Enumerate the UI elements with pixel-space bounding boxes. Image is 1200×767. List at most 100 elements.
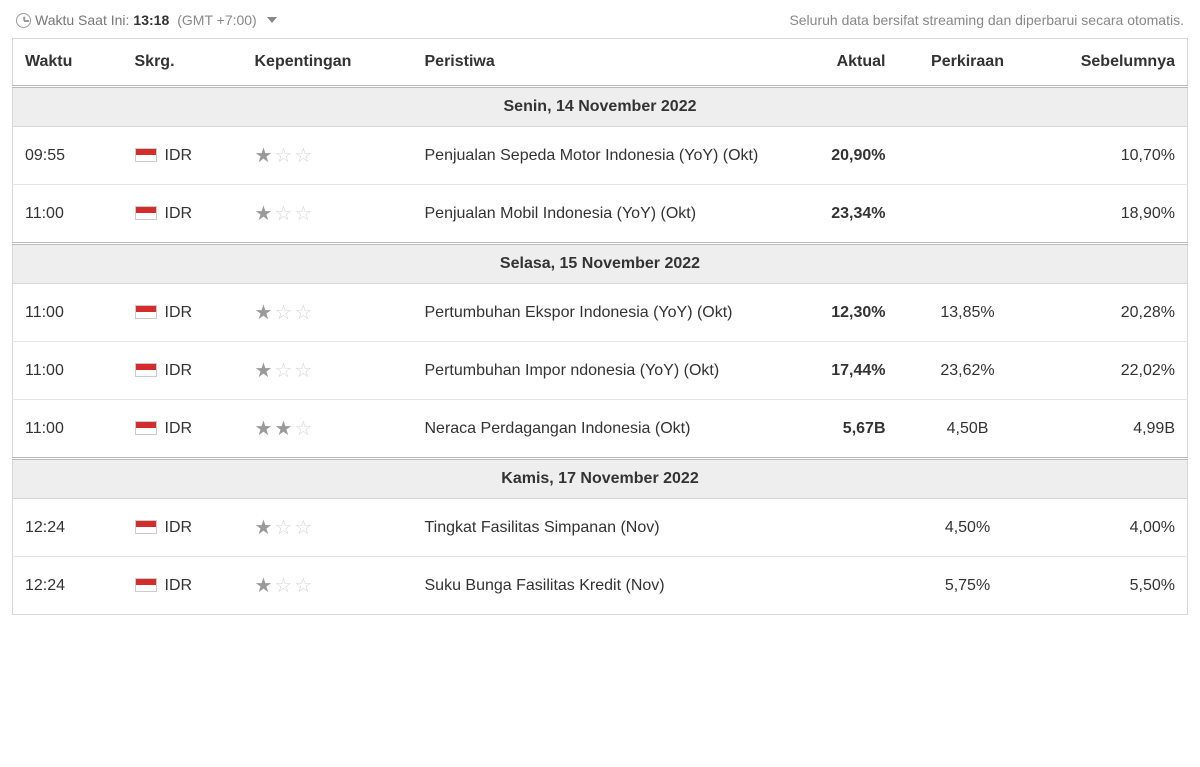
timezone-label: (GMT +7:00) xyxy=(177,12,257,28)
event-row[interactable]: 09:55 IDR ★☆☆Penjualan Sepeda Motor Indone… xyxy=(13,127,1188,185)
cell-actual: 23,34% xyxy=(778,185,898,244)
cell-forecast: 5,75% xyxy=(898,557,1038,615)
cell-time: 09:55 xyxy=(13,127,123,185)
cell-importance: ★☆☆ xyxy=(243,127,413,185)
clock-icon xyxy=(16,13,31,28)
col-header-currency[interactable]: Skrg. xyxy=(123,39,243,87)
time-label: Waktu Saat Ini: xyxy=(35,12,129,28)
cell-forecast: 13,85% xyxy=(898,284,1038,342)
flag-id-icon xyxy=(135,148,157,162)
cell-importance: ★☆☆ xyxy=(243,185,413,244)
event-row[interactable]: 12:24IDR★☆☆Suku Bunga Fasilitas Kredit (… xyxy=(13,557,1188,615)
cell-previous: 18,90% xyxy=(1038,185,1188,244)
cell-previous: 20,28% xyxy=(1038,284,1188,342)
currency-code: IDR xyxy=(165,519,193,536)
cell-time: 12:24 xyxy=(13,499,123,557)
star-icon: ★ xyxy=(255,302,275,324)
cell-currency: IDR xyxy=(123,557,243,615)
star-icon: ★ xyxy=(255,145,275,167)
cell-event[interactable]: Penjualan Mobil Indonesia (YoY) (Okt) xyxy=(413,185,778,244)
star-icon: ☆ xyxy=(294,203,314,225)
cell-currency: IDR xyxy=(123,499,243,557)
event-row[interactable]: 12:24IDR★☆☆Tingkat Fasilitas Simpanan (N… xyxy=(13,499,1188,557)
cell-actual xyxy=(778,557,898,615)
cell-currency: IDR xyxy=(123,342,243,400)
col-header-time[interactable]: Waktu xyxy=(13,39,123,87)
cell-previous: 5,50% xyxy=(1038,557,1188,615)
cell-time: 12:24 xyxy=(13,557,123,615)
day-header-label: Kamis, 17 November 2022 xyxy=(13,459,1188,499)
cell-currency: IDR xyxy=(123,185,243,244)
cell-event[interactable]: Neraca Perdagangan Indonesia (Okt) xyxy=(413,400,778,459)
star-icon: ★ xyxy=(255,360,275,382)
cell-previous: 22,02% xyxy=(1038,342,1188,400)
star-icon: ☆ xyxy=(274,575,294,597)
cell-time: 11:00 xyxy=(13,342,123,400)
col-header-actual[interactable]: Aktual xyxy=(778,39,898,87)
cell-previous: 10,70% xyxy=(1038,127,1188,185)
currency-code: IDR xyxy=(165,420,193,437)
day-header-label: Senin, 14 November 2022 xyxy=(13,87,1188,127)
star-icon: ☆ xyxy=(294,575,314,597)
cell-event[interactable]: Pertumbuhan Ekspor Indonesia (YoY) (Okt) xyxy=(413,284,778,342)
cell-event[interactable]: Suku Bunga Fasilitas Kredit (Nov) xyxy=(413,557,778,615)
star-icon: ★ xyxy=(274,418,294,440)
star-icon: ★ xyxy=(255,575,275,597)
col-header-event[interactable]: Peristiwa xyxy=(413,39,778,87)
cell-previous: 4,00% xyxy=(1038,499,1188,557)
cell-time: 11:00 xyxy=(13,400,123,459)
cell-actual: 17,44% xyxy=(778,342,898,400)
flag-id-icon xyxy=(135,421,157,435)
event-row[interactable]: 11:00IDR★☆☆Penjualan Mobil Indonesia (Yo… xyxy=(13,185,1188,244)
top-bar: Waktu Saat Ini: 13:18 (GMT +7:00) Seluru… xyxy=(12,12,1188,28)
cell-time: 11:00 xyxy=(13,284,123,342)
cell-actual xyxy=(778,499,898,557)
cell-actual: 12,30% xyxy=(778,284,898,342)
time-value: 13:18 xyxy=(133,12,169,28)
cell-actual: 20,90% xyxy=(778,127,898,185)
star-icon: ☆ xyxy=(274,302,294,324)
flag-id-icon xyxy=(135,578,157,592)
star-icon: ☆ xyxy=(294,517,314,539)
flag-id-icon xyxy=(135,305,157,319)
cell-forecast: 4,50% xyxy=(898,499,1038,557)
cell-importance: ★☆☆ xyxy=(243,557,413,615)
cell-previous: 4,99B xyxy=(1038,400,1188,459)
star-icon: ☆ xyxy=(294,418,314,440)
day-header-row: Kamis, 17 November 2022 xyxy=(13,459,1188,499)
chevron-down-icon[interactable] xyxy=(267,17,277,23)
event-row[interactable]: 11:00IDR★☆☆Pertumbuhan Ekspor Indonesia … xyxy=(13,284,1188,342)
star-icon: ☆ xyxy=(274,203,294,225)
currency-code: IDR xyxy=(165,147,193,164)
cell-forecast xyxy=(898,185,1038,244)
star-icon: ★ xyxy=(255,203,275,225)
cell-event[interactable]: Tingkat Fasilitas Simpanan (Nov) xyxy=(413,499,778,557)
current-time-box[interactable]: Waktu Saat Ini: 13:18 (GMT +7:00) xyxy=(16,12,277,28)
event-row[interactable]: 11:00IDR★☆☆Pertumbuhan Impor ndonesia (Y… xyxy=(13,342,1188,400)
col-header-importance[interactable]: Kepentingan xyxy=(243,39,413,87)
cell-currency: IDR xyxy=(123,284,243,342)
cell-currency: IDR xyxy=(123,127,243,185)
cell-forecast: 23,62% xyxy=(898,342,1038,400)
currency-code: IDR xyxy=(165,304,193,321)
cell-forecast: 4,50B xyxy=(898,400,1038,459)
cell-importance: ★☆☆ xyxy=(243,499,413,557)
star-icon: ★ xyxy=(255,418,275,440)
cell-event[interactable]: Penjualan Sepeda Motor Indonesia (YoY) (… xyxy=(413,127,778,185)
cell-event[interactable]: Pertumbuhan Impor ndonesia (YoY) (Okt) xyxy=(413,342,778,400)
col-header-previous[interactable]: Sebelumnya xyxy=(1038,39,1188,87)
col-header-forecast[interactable]: Perkiraan xyxy=(898,39,1038,87)
cell-time: 11:00 xyxy=(13,185,123,244)
table-header-row: Waktu Skrg. Kepentingan Peristiwa Aktual… xyxy=(13,39,1188,87)
event-row[interactable]: 11:00IDR★★☆Neraca Perdagangan Indonesia … xyxy=(13,400,1188,459)
flag-id-icon xyxy=(135,363,157,377)
day-header-row: Senin, 14 November 2022 xyxy=(13,87,1188,127)
cell-importance: ★☆☆ xyxy=(243,342,413,400)
star-icon: ☆ xyxy=(274,517,294,539)
currency-code: IDR xyxy=(165,205,193,222)
economic-calendar-table: Waktu Skrg. Kepentingan Peristiwa Aktual… xyxy=(12,38,1188,615)
flag-id-icon xyxy=(135,520,157,534)
day-header-label: Selasa, 15 November 2022 xyxy=(13,244,1188,284)
star-icon: ☆ xyxy=(294,360,314,382)
star-icon: ★ xyxy=(255,517,275,539)
